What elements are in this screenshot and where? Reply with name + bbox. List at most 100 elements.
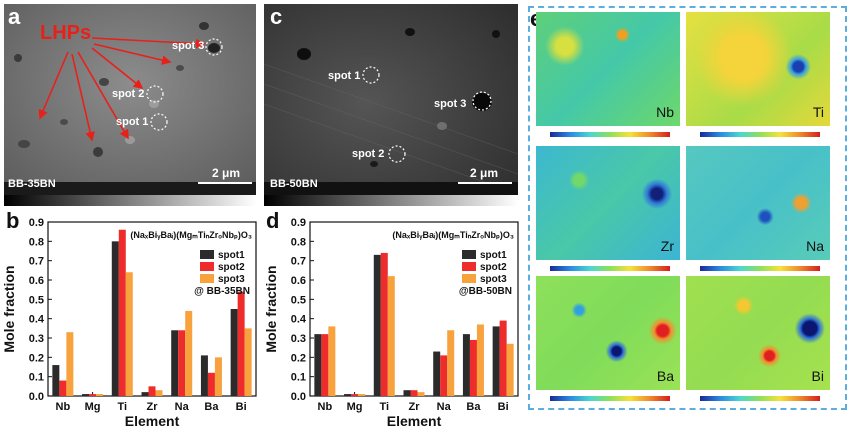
bar-spot3-na [185, 310, 193, 396]
y-tick-label: 0.5 [29, 294, 44, 306]
bar-spot2-mg [351, 394, 359, 396]
spot-circles-a [146, 38, 223, 131]
bar-spot3-mg [96, 394, 104, 396]
formula-label: (NaₓBiᵧBaᵢ)(MgₘTiₙZrₒNbₚ)O₃ [130, 230, 252, 240]
bar-spot2-mg [89, 394, 97, 396]
legend-label-spot3: spot3 [218, 274, 245, 285]
element-map-colorbar [550, 266, 670, 271]
y-tick-label: 0.3 [29, 333, 44, 345]
plot-frame [309, 221, 519, 397]
element-map-nb: Nb [536, 12, 680, 126]
element-map-zr: Zr [536, 146, 680, 260]
y-tick-label: 0.9 [291, 217, 306, 229]
y-tick-label: 0.9 [29, 217, 44, 229]
y-tick-label: 0.1 [291, 372, 306, 384]
x-tick-label: Ba [466, 401, 481, 413]
bar-spot2-ti [380, 252, 388, 396]
y-tick-label: 0.6 [29, 275, 44, 287]
y-tick-label: 0.2 [291, 352, 306, 364]
y-tick-label: 0.4 [29, 314, 45, 326]
element-map-colorbar [700, 132, 820, 137]
bar-spot1-zr [403, 390, 411, 396]
bar-spot1-bi [492, 326, 500, 396]
bar-spot3-ba [476, 324, 484, 396]
plot-frame [47, 221, 257, 397]
bar-spot3-ti [125, 272, 133, 396]
legend-swatch-spot2 [200, 262, 214, 271]
scale-label-a: 2 μm [212, 166, 241, 180]
legend-swatch-spot1 [200, 250, 214, 259]
bar-spot1-zr [141, 392, 149, 396]
legend-swatch-spot1 [462, 250, 476, 259]
formula-label: (NaₓBiᵧBaᵢ)(MgₘTiₙZrₒNbₚ)O₃ [392, 230, 514, 240]
x-axis-label: Element [125, 413, 180, 429]
bar-spot2-ti [118, 229, 126, 396]
bar-spot1-bi [230, 309, 238, 396]
x-tick-label: Nb [56, 401, 71, 413]
spot-c-3-label: spot 3 [434, 98, 467, 110]
bar-spot2-nb [321, 334, 329, 396]
sample-label: @BB-50BN [459, 286, 512, 297]
chart-b: 0.0 0.1 0.2 0.3 0.4 0.5 0.6 0.7 0.8 0.9 Nb Mg Ti Zr Na… [1, 217, 257, 429]
spot-a-1-label: spot 1 [116, 116, 149, 128]
bar-spot2-bi [237, 291, 245, 396]
chart-d: 0.0 0.1 0.2 0.3 0.4 0.5 0.6 0.7 0.8 0.9 Nb Mg Ti Zr Na… [263, 217, 519, 429]
x-tick-label: Zr [409, 401, 421, 413]
legend-label-spot1: spot1 [218, 250, 245, 261]
element-map-colorbar [550, 396, 670, 401]
x-tick-label: Mg [85, 401, 101, 413]
element-map-bi: Bi [686, 276, 830, 390]
bar-spot1-na [171, 330, 179, 396]
legend-swatch-spot3 [462, 274, 476, 283]
bar-spot3-bi [244, 328, 252, 396]
bar-spot1-ba [200, 355, 208, 396]
spot-c-2-label: spot 2 [352, 148, 385, 160]
panel-letter-a: a [8, 4, 21, 29]
element-map-colorbar [550, 132, 670, 137]
y-tick-label: 0.0 [291, 391, 306, 403]
element-map-label: Na [806, 238, 824, 254]
bar-spot2-ba [207, 372, 215, 396]
x-tick-label: Na [175, 401, 190, 413]
element-map-label: Ti [812, 104, 824, 120]
y-tick-label: 0.0 [29, 391, 44, 403]
scale-label-c: 2 μm [470, 166, 499, 180]
bar-spot2-na [178, 330, 186, 396]
y-tick-label: 0.8 [291, 236, 306, 248]
spot-c-1-label: spot 1 [328, 70, 361, 82]
bar-spot3-mg [358, 394, 366, 396]
bar-spot2-nb [59, 380, 67, 396]
bar-spot3-nb [66, 332, 74, 396]
sample-label-a: BB-35BN [8, 178, 56, 190]
bar-spot3-ti [387, 276, 395, 396]
y-tick-label: 0.8 [29, 236, 44, 248]
element-map-colorbar [700, 396, 820, 401]
bar-spot1-nb [52, 365, 60, 396]
element-map-label: Ba [656, 368, 674, 384]
y-tick-label: 0.3 [291, 333, 306, 345]
y-tick-label: 0.6 [291, 275, 306, 287]
sem-image-c [264, 4, 518, 202]
panel-letter-b: b [6, 208, 20, 233]
y-tick-label: 0.4 [291, 314, 307, 326]
x-tick-label: Ba [204, 401, 219, 413]
x-tick-label: Ti [117, 401, 127, 413]
legend-label-spot3: spot3 [480, 274, 507, 285]
x-tick-label: Mg [347, 401, 363, 413]
x-tick-label: Zr [147, 401, 159, 413]
element-map-colorbar [700, 266, 820, 271]
x-tick-label: Na [437, 401, 452, 413]
bar-spot1-mg [344, 394, 352, 396]
y-tick-label: 0.1 [29, 372, 44, 384]
legend-swatch-spot3 [200, 274, 214, 283]
bar-spot1-ti [111, 241, 119, 396]
x-tick-label: Ti [379, 401, 389, 413]
bar-spot2-zr [148, 386, 156, 396]
element-map-label: Bi [811, 368, 824, 384]
legend-label-spot2: spot2 [218, 262, 245, 273]
bar-spot2-ba [469, 339, 477, 396]
lhps-annotation: LHPs [40, 22, 92, 44]
bar-spot1-nb [314, 334, 322, 396]
panel-letter-d: d [266, 208, 280, 233]
spot-a-2-label: spot 2 [112, 88, 145, 100]
